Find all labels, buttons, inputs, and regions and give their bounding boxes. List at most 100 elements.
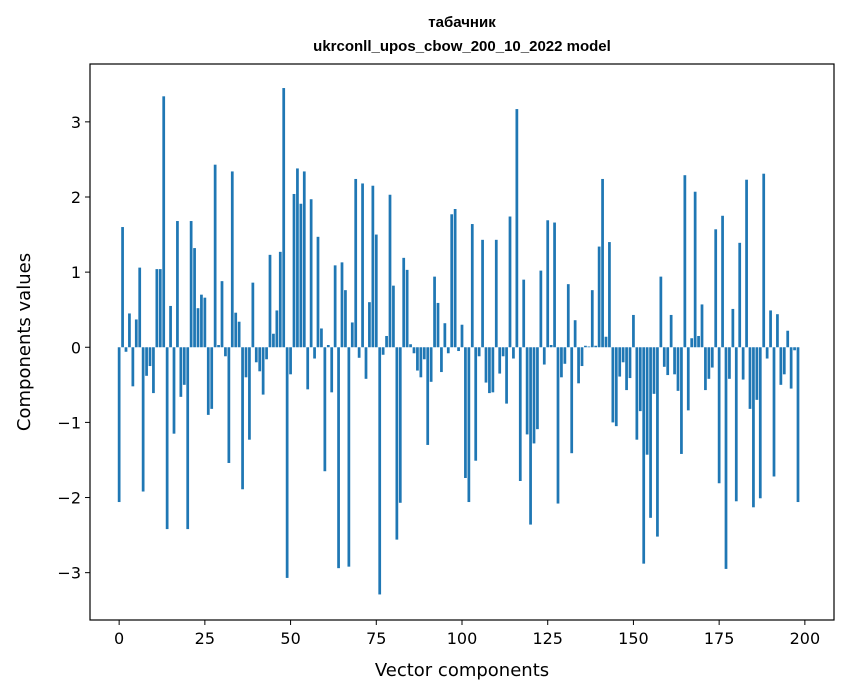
bar [189, 221, 193, 348]
x-tick-label: 200 [790, 629, 821, 648]
bar [604, 336, 608, 348]
bar [131, 347, 135, 387]
bar [680, 347, 683, 454]
bar [488, 347, 491, 394]
bar [498, 347, 502, 374]
bar [405, 269, 409, 348]
bar [128, 313, 131, 348]
bar [505, 347, 508, 404]
bar [217, 345, 220, 348]
bar [347, 347, 351, 567]
bar [707, 347, 711, 379]
bar [618, 347, 622, 377]
bar [210, 347, 214, 409]
bar [649, 347, 652, 518]
bar [659, 276, 663, 348]
bar [683, 175, 687, 348]
bar [275, 310, 279, 348]
bar [484, 347, 488, 383]
bar [594, 345, 598, 348]
bar [148, 347, 152, 367]
bar [673, 347, 676, 375]
bar [320, 328, 323, 348]
bar [412, 347, 416, 354]
bar [690, 338, 694, 348]
bar [429, 347, 433, 382]
bar [124, 347, 128, 352]
bar [656, 347, 659, 537]
bar [289, 347, 292, 375]
x-tick-label: 125 [532, 629, 563, 648]
bar [518, 347, 522, 481]
bar [577, 347, 580, 384]
bar [416, 347, 419, 371]
bar [580, 347, 584, 367]
bar [512, 347, 515, 359]
bar [597, 246, 601, 348]
bar [117, 347, 121, 503]
bar [738, 242, 742, 348]
bar [796, 347, 800, 503]
bar [337, 347, 340, 569]
bar [710, 347, 714, 368]
bar [652, 347, 656, 394]
bar [388, 194, 392, 348]
bar [566, 284, 570, 348]
bar [470, 224, 474, 348]
bar [354, 178, 358, 348]
bar [481, 239, 484, 348]
bar [155, 269, 159, 348]
bar [409, 344, 412, 348]
x-axis-label: Vector components [375, 660, 549, 681]
bar [638, 347, 642, 412]
bar [669, 314, 673, 348]
bar [477, 347, 481, 357]
bar [230, 171, 234, 348]
bar [378, 347, 382, 595]
bar [374, 234, 378, 348]
bar [632, 314, 635, 348]
bar [213, 164, 217, 348]
bar [398, 347, 402, 503]
bar [395, 347, 399, 540]
bar [186, 347, 190, 530]
bar [165, 347, 169, 530]
bar [728, 347, 731, 379]
bar [330, 347, 334, 393]
bar [265, 347, 268, 360]
x-tick-label: 100 [447, 629, 478, 648]
bar [220, 281, 224, 348]
y-axis: −3 −2 −1 0 1 2 3 [57, 113, 90, 583]
bar [782, 347, 786, 375]
bar [326, 345, 330, 348]
bar [313, 347, 316, 359]
y-tick-label: 1 [71, 263, 81, 282]
bar [635, 347, 639, 440]
y-tick-label: −1 [57, 413, 81, 432]
bar [611, 347, 615, 423]
x-tick-label: 50 [280, 629, 300, 648]
bar [457, 347, 460, 352]
bar [584, 345, 587, 348]
bar [316, 236, 320, 348]
bar [666, 347, 670, 376]
bar [162, 96, 166, 348]
bars-group [117, 88, 800, 595]
x-axis: 0 25 50 75 100 125 150 175 200 [114, 620, 820, 648]
y-tick-label: 3 [71, 113, 81, 132]
bar [450, 214, 454, 348]
bar [333, 265, 337, 348]
bar [762, 173, 766, 348]
bar [268, 254, 272, 348]
bar [392, 285, 395, 348]
bar [752, 347, 755, 508]
bar [258, 347, 262, 372]
bar [714, 229, 718, 348]
bar [769, 310, 772, 348]
bar [285, 347, 289, 578]
bar [553, 222, 556, 348]
bar [755, 347, 759, 400]
bar [717, 347, 721, 484]
bar [614, 347, 618, 427]
bar [731, 308, 735, 348]
